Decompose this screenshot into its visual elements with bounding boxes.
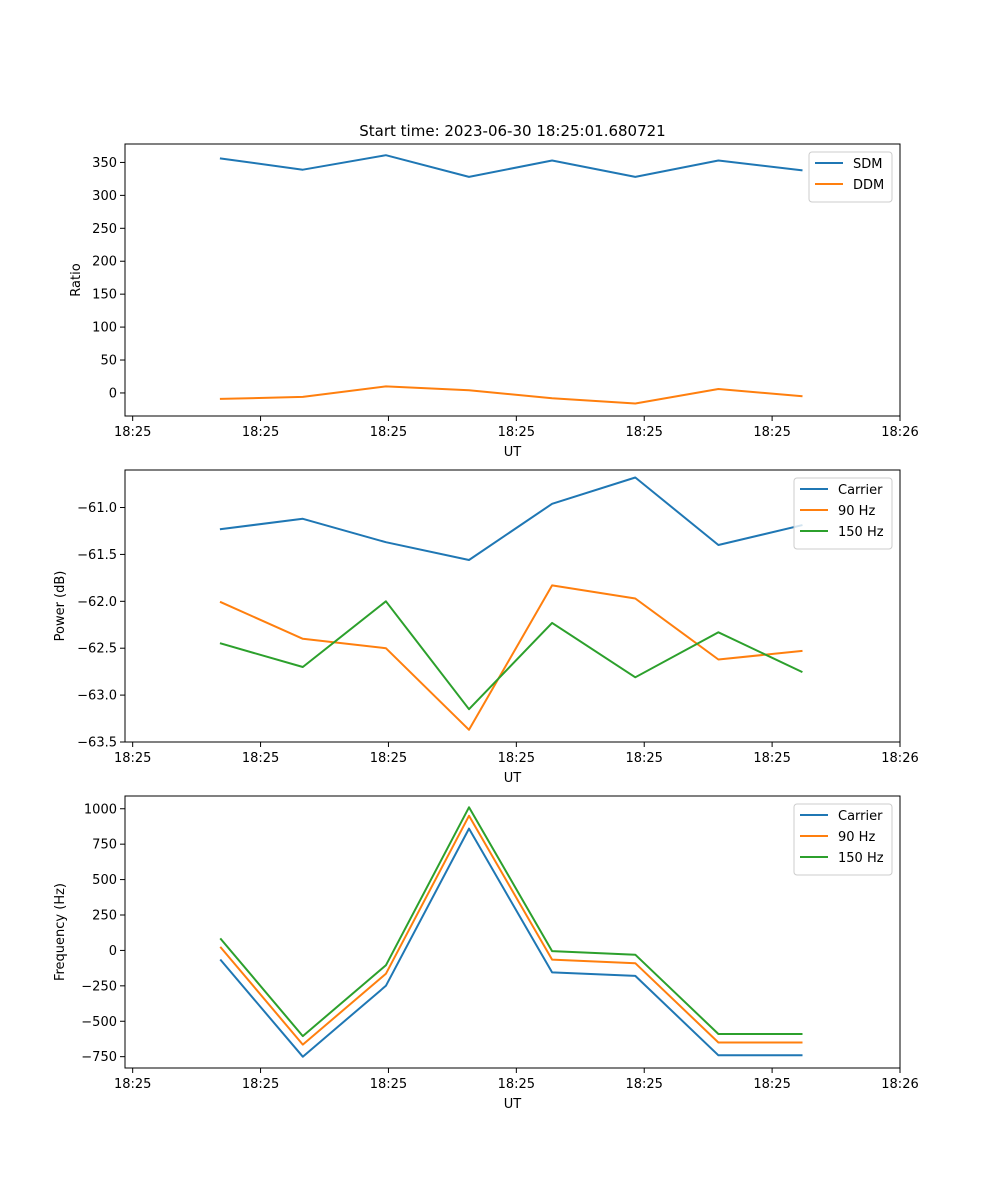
plot-frame	[124, 795, 901, 1069]
y-axis-label: Power (dB)	[53, 571, 68, 642]
panel-1: 18:25 18:25 18:25 18:25 18:25 18:25 18:26 0 50 10…	[69, 143, 919, 460]
series-line-2-1	[219, 476, 803, 561]
y-tick-label: 50	[100, 354, 117, 369]
legend: SDM DDM	[808, 151, 893, 203]
x-axis-label: UT	[504, 771, 522, 786]
series-line-1-2	[219, 385, 803, 405]
legend-label: 90 Hz	[838, 504, 875, 519]
legend-label: SDM	[853, 157, 882, 172]
x-tick-label: 18:26	[881, 425, 918, 440]
x-tick-label: 18:25	[625, 1077, 662, 1092]
x-tick-label: 18:25	[498, 425, 535, 440]
y-tick-label: 0	[109, 386, 117, 401]
y-tick-label: −250	[81, 979, 117, 994]
y-tick-label: −63.0	[77, 689, 117, 704]
x-tick-label: 18:25	[498, 1077, 535, 1092]
x-tick-label: 18:25	[242, 751, 279, 766]
y-tick-label: −750	[81, 1050, 117, 1065]
x-tick-label: 18:25	[370, 425, 407, 440]
y-tick-label: 150	[92, 288, 117, 303]
y-tick-label: 0	[109, 944, 117, 959]
legend-label: DDM	[853, 178, 884, 193]
legend-label: Carrier	[838, 809, 883, 824]
legend-label: 90 Hz	[838, 830, 875, 845]
y-tick-label: −62.0	[77, 595, 117, 610]
x-tick-label: 18:25	[498, 751, 535, 766]
x-tick-label: 18:25	[753, 751, 790, 766]
legend: Carrier 90 Hz 150 Hz	[793, 803, 893, 876]
x-tick-label: 18:25	[114, 751, 151, 766]
series-line-2-2	[219, 584, 803, 731]
legend-box	[808, 151, 893, 203]
figure-title: Start time: 2023-06-30 18:25:01.680721	[359, 122, 665, 140]
y-tick-label: −61.0	[77, 501, 117, 516]
x-tick-label: 18:25	[242, 425, 279, 440]
plot-frame	[124, 469, 901, 743]
y-axis-label: Frequency (Hz)	[53, 883, 68, 981]
panels: 18:25 18:25 18:25 18:25 18:25 18:25 18:26 0 50 10…	[53, 143, 919, 1112]
y-tick-label: 300	[92, 189, 117, 204]
x-tick-label: 18:25	[625, 751, 662, 766]
x-tick-label: 18:25	[370, 1077, 407, 1092]
y-axis-label: Ratio	[69, 263, 84, 296]
y-tick-label: −62.5	[77, 642, 117, 657]
y-tick-label: −61.5	[77, 548, 117, 563]
x-tick-label: 18:25	[370, 751, 407, 766]
legend: Carrier 90 Hz 150 Hz	[793, 477, 893, 550]
y-tick-label: −63.5	[77, 736, 117, 751]
panel-2: 18:25 18:25 18:25 18:25 18:25 18:25 18:26 −63.5…	[53, 469, 919, 786]
series-line-3-2	[219, 814, 803, 1046]
x-axis-label: UT	[504, 445, 522, 460]
x-tick-label: 18:26	[881, 1077, 918, 1092]
x-tick-label: 18:25	[753, 1077, 790, 1092]
y-tick-label: −500	[81, 1015, 117, 1030]
x-tick-label: 18:25	[114, 1077, 151, 1092]
legend-label: Carrier	[838, 483, 883, 498]
x-tick-label: 18:25	[114, 425, 151, 440]
series-line-2-3	[219, 600, 803, 711]
y-tick-label: 750	[92, 838, 117, 853]
y-tick-label: 500	[92, 873, 117, 888]
y-tick-label: 1000	[84, 802, 117, 817]
y-tick-label: 350	[92, 156, 117, 171]
x-axis-label: UT	[504, 1097, 522, 1112]
y-tick-label: 250	[92, 909, 117, 924]
panel-3: 18:25 18:25 18:25 18:25 18:25 18:25 18:26 −750 −…	[53, 795, 919, 1112]
y-tick-label: 200	[92, 255, 117, 270]
x-tick-label: 18:25	[625, 425, 662, 440]
y-tick-label: 100	[92, 321, 117, 336]
x-tick-label: 18:25	[242, 1077, 279, 1092]
series-line-1-1	[219, 154, 803, 178]
legend-label: 150 Hz	[838, 851, 884, 866]
plot-frame	[124, 143, 901, 417]
legend-label: 150 Hz	[838, 525, 884, 540]
series-line-3-3	[219, 806, 803, 1038]
x-tick-label: 18:26	[881, 751, 918, 766]
series-line-3-1	[219, 827, 803, 1058]
y-tick-label: 250	[92, 222, 117, 237]
x-tick-label: 18:25	[753, 425, 790, 440]
